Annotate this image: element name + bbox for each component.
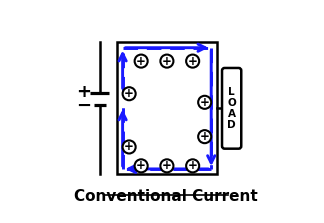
- Text: L
O
A
D: L O A D: [227, 87, 236, 130]
- Text: −: −: [76, 97, 91, 115]
- Circle shape: [186, 159, 199, 172]
- Circle shape: [122, 87, 136, 100]
- Text: +: +: [162, 55, 172, 68]
- Text: +: +: [200, 96, 210, 109]
- Circle shape: [198, 130, 211, 143]
- Text: +: +: [188, 159, 198, 172]
- Text: +: +: [124, 140, 134, 153]
- FancyBboxPatch shape: [222, 68, 241, 149]
- Circle shape: [198, 96, 211, 109]
- Circle shape: [160, 159, 173, 172]
- Text: +: +: [136, 55, 146, 68]
- Circle shape: [135, 159, 148, 172]
- Text: Conventional Current: Conventional Current: [74, 189, 258, 204]
- Text: +: +: [136, 159, 146, 172]
- Text: +: +: [200, 130, 210, 143]
- Circle shape: [160, 55, 173, 68]
- Circle shape: [122, 140, 136, 153]
- Text: +: +: [188, 55, 198, 68]
- Bar: [117, 42, 217, 174]
- Text: +: +: [162, 159, 172, 172]
- Circle shape: [135, 55, 148, 68]
- Text: +: +: [124, 87, 134, 100]
- Circle shape: [186, 55, 199, 68]
- Text: +: +: [76, 83, 91, 101]
